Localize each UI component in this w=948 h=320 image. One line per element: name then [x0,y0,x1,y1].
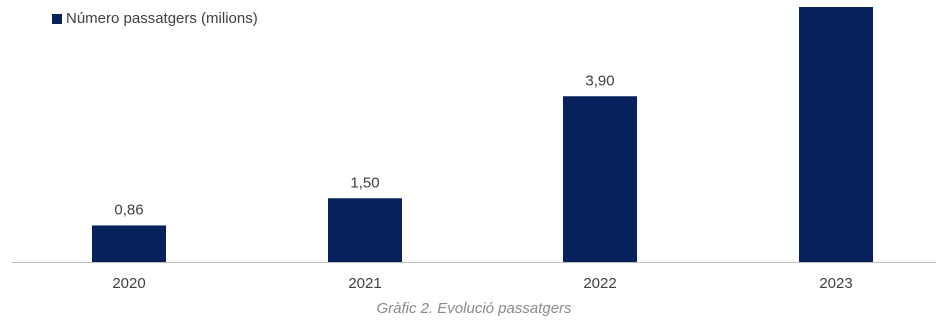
bar-2021 [328,198,402,262]
legend: Número passatgers (milions) [52,10,258,27]
data-label-2020: 0,86 [114,201,143,218]
data-label-2021: 1,50 [350,174,379,191]
x-tick-label-2021: 2021 [348,275,381,292]
bar-2022 [563,96,637,262]
data-label-2022: 3,90 [585,72,614,89]
x-tick-label-2023: 2023 [819,275,852,292]
bar-2020 [92,225,166,262]
chart-caption: Gràfic 2. Evolució passatgers [376,300,572,317]
legend-swatch [52,13,62,24]
bar-2023 [799,7,873,262]
legend-label: Número passatgers (milions) [66,10,258,27]
x-tick-label-2022: 2022 [583,275,616,292]
x-tick-label-2020: 2020 [112,275,145,292]
